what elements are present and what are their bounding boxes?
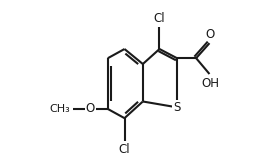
Text: OH: OH (201, 76, 219, 90)
Text: O: O (206, 28, 215, 41)
Text: O: O (86, 102, 95, 115)
Text: Cl: Cl (154, 12, 165, 25)
Text: Cl: Cl (119, 143, 130, 156)
Text: CH₃: CH₃ (50, 104, 70, 114)
Text: S: S (173, 101, 181, 114)
